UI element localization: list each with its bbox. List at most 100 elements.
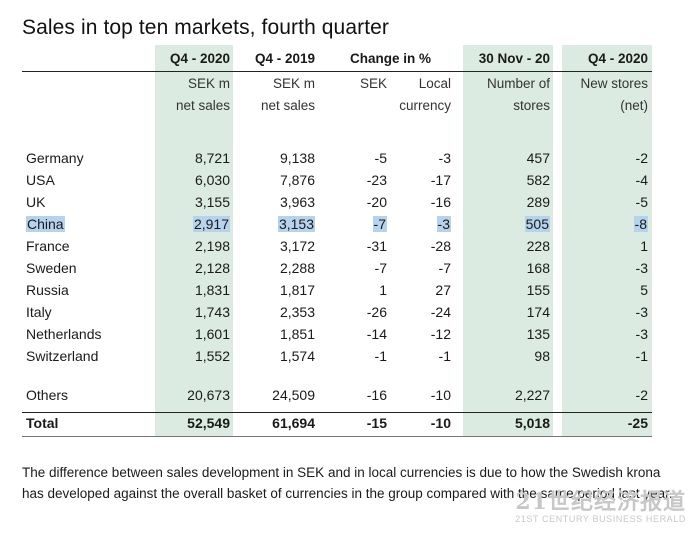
subheader-local: Local [418, 76, 451, 91]
new-stores: -2 [635, 150, 648, 166]
subheader-row-1: SEK m SEK m SEK Local Number of New stor… [0, 73, 700, 95]
store-count: 98 [534, 348, 550, 364]
market-name-cell: China [26, 213, 65, 235]
subheader-stores: stores [513, 98, 550, 113]
subheader-sek-m-2019: SEK m [272, 76, 315, 91]
change-local-cell: -3 [385, 213, 451, 235]
new-stores: -4 [635, 172, 648, 188]
table-row: Switzerland 1,552 1,574 -1 -1 98 -1 [0, 345, 700, 367]
market-name: UK [26, 194, 46, 210]
store-count: 457 [526, 150, 550, 166]
change-local: -28 [430, 238, 451, 254]
change-local: -16 [430, 194, 451, 210]
change-sek: -26 [366, 304, 387, 320]
footnote: The difference between sales development… [22, 465, 673, 501]
market-name: Italy [26, 304, 52, 320]
others-row: Others 20,673 24,509 -16 -10 2,227 -2 [0, 384, 700, 406]
change-sek-cell: -7 [315, 213, 387, 235]
subheader-net: (net) [620, 98, 648, 113]
table-row: Netherlands 1,601 1,851 -14 -12 135 -3 [0, 323, 700, 345]
change-sek: -23 [366, 172, 387, 188]
new-stores: 1 [640, 238, 648, 254]
new-stores: -3 [635, 260, 648, 276]
new-stores: -8 [633, 216, 648, 232]
subheader-net-sales-2020: net sales [175, 98, 230, 113]
table-row: France 2,198 3,172 -31 -28 228 1 [0, 235, 700, 257]
change-local: -7 [438, 260, 451, 276]
market-name: Others [26, 387, 69, 403]
total-new-stores: -25 [627, 415, 648, 431]
sales-2019: 3,172 [279, 238, 315, 254]
header-rule [22, 71, 652, 72]
sales-2020-cell: 2,917 [150, 213, 230, 235]
table-row: Russia 1,831 1,817 1 27 155 5 [0, 279, 700, 301]
subheader-sek: SEK [359, 76, 387, 91]
change-local: -24 [430, 304, 451, 320]
sales-2020: 2,128 [194, 260, 230, 276]
new-stores-cell: -8 [560, 213, 648, 235]
header-30-nov-20: 30 Nov - 20 [478, 51, 550, 66]
column-band-new-stores [562, 45, 652, 437]
header-row: Q4 - 2020 Q4 - 2019 Change in % 30 Nov -… [0, 48, 700, 70]
store-count: 505 [524, 216, 550, 232]
total-change-sek: -15 [366, 415, 387, 431]
sales-2019: 3,153 [277, 216, 315, 232]
new-stores: -3 [635, 326, 648, 342]
change-sek: -20 [366, 194, 387, 210]
column-band-number-of-stores [463, 45, 553, 437]
sales-2020: 20,673 [187, 387, 230, 403]
sales-2019: 2,353 [279, 304, 315, 320]
table-row: Germany 8,721 9,138 -5 -3 457 -2 [0, 147, 700, 169]
change-local: -3 [438, 150, 451, 166]
subheader-row-2: net sales net sales currency stores (net… [0, 95, 700, 117]
total-change-local: -10 [430, 415, 451, 431]
sales-2020: 6,030 [194, 172, 230, 188]
watermark-title: 21世纪经济报道 [515, 489, 686, 515]
change-sek: -31 [366, 238, 387, 254]
subheader-new-stores: New stores [580, 76, 648, 91]
new-stores: 5 [640, 282, 648, 298]
header-q4-2020: Q4 - 2020 [169, 51, 230, 66]
change-sek: -7 [372, 216, 387, 232]
change-local: -3 [436, 216, 451, 232]
sales-2020: 1,831 [194, 282, 230, 298]
table-row: USA 6,030 7,876 -23 -17 582 -4 [0, 169, 700, 191]
sales-2020: 3,155 [194, 194, 230, 210]
subheader-net-sales-2019: net sales [260, 98, 315, 113]
total-rule [22, 412, 652, 413]
subheader-currency: currency [399, 98, 451, 113]
watermark: 21世纪经济报道 21ST CENTURY BUSINESS HERALD [515, 484, 686, 524]
store-count-cell: 505 [462, 213, 550, 235]
sales-2020: 1,743 [194, 304, 230, 320]
sales-2020: 8,721 [194, 150, 230, 166]
page-title: Sales in top ten markets, fourth quarter [22, 16, 390, 39]
header-q4-2019: Q4 - 2019 [254, 51, 315, 66]
change-sek: -1 [374, 348, 387, 364]
store-count: 582 [526, 172, 550, 188]
change-sek: -16 [366, 387, 387, 403]
sales-2019: 1,574 [279, 348, 315, 364]
sales-2019: 3,963 [279, 194, 315, 210]
market-name: France [26, 238, 70, 254]
market-name: Germany [26, 150, 84, 166]
sales-2019-cell: 3,153 [235, 213, 315, 235]
market-name: Netherlands [26, 326, 102, 342]
change-sek: -7 [374, 260, 387, 276]
change-sek: 1 [379, 282, 387, 298]
new-stores: -5 [635, 194, 648, 210]
subheader-number-of: Number of [486, 76, 550, 91]
market-name: Switzerland [26, 348, 99, 364]
market-name: Russia [26, 282, 69, 298]
change-sek: -14 [366, 326, 387, 342]
sales-2019: 2,288 [279, 260, 315, 276]
store-count: 155 [526, 282, 550, 298]
watermark-subtitle: 21ST CENTURY BUSINESS HERALD [515, 514, 686, 524]
market-name: Sweden [26, 260, 77, 276]
store-count: 289 [526, 194, 550, 210]
table-row: Sweden 2,128 2,288 -7 -7 168 -3 [0, 257, 700, 279]
table-row-selected[interactable]: China 2,917 3,153 -7 -3 505 -8 [0, 213, 700, 235]
sales-2020: 1,552 [194, 348, 230, 364]
change-local: -1 [438, 348, 451, 364]
total-store-count: 5,018 [514, 415, 550, 431]
total-sales-2020: 52,549 [187, 415, 230, 431]
